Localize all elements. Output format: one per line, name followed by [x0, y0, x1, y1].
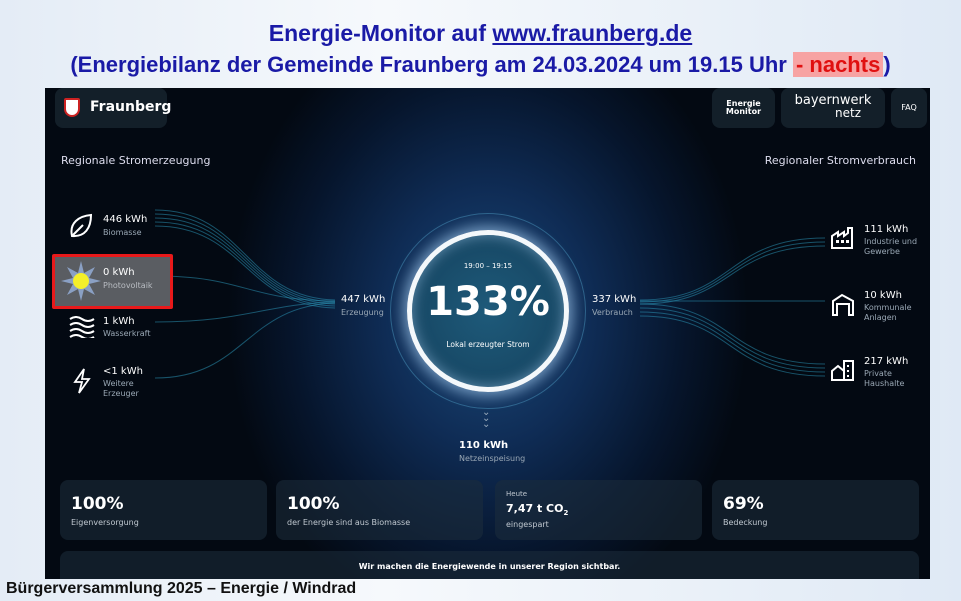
card-label: eingespart	[506, 520, 549, 529]
card-value: 100%	[71, 494, 124, 514]
local-percent: 133%	[426, 279, 550, 325]
bayernwerk-logo: netz	[835, 106, 861, 120]
card-label: der Energie sind aus Biomasse	[287, 518, 411, 527]
house-icon	[831, 360, 854, 381]
card-value: 69%	[723, 494, 764, 514]
generation-heading: Regionale Stromerzeugung	[61, 154, 211, 167]
website-link[interactable]: www.fraunberg.de	[492, 20, 693, 46]
generation-total-value: 447 kWh	[341, 294, 386, 305]
slide-footer: Bürgerversammlung 2025 – Energie / Windr…	[6, 580, 357, 597]
title-text: )	[883, 52, 891, 77]
item-label: Wasserkraft	[103, 329, 151, 338]
item-label: Kommunale	[864, 303, 912, 312]
consumption-total-value: 337 kWh	[592, 294, 637, 305]
banner-text: Wir machen die Energiewende in unserer R…	[358, 562, 621, 571]
bayernwerk-logo: bayernwerk	[794, 93, 872, 108]
energy-flow-lines	[154, 209, 826, 379]
self-supply-gauge: 19:00 – 19:15 133% Lokal erzeugter Strom	[407, 230, 569, 392]
item-value: 111 kWh	[864, 224, 909, 235]
nav-label: Monitor	[725, 107, 762, 116]
waves-icon	[69, 316, 95, 338]
title-text: (Energiebilanz der Gemeinde Fraunberg am…	[70, 52, 793, 77]
nachts-highlight: - nachts	[792, 52, 884, 77]
consumption-total-label: Verbrauch	[592, 308, 633, 317]
generation-total-label: Erzeugung	[341, 308, 384, 317]
item-label: Photovoltaik	[103, 281, 153, 290]
time-range: 19:00 – 19:15	[463, 262, 513, 270]
nav-label: Energie	[726, 99, 761, 108]
item-label: Industrie und	[864, 237, 918, 246]
chevrons-down-icon: ⌄ ⌄ ⌄	[482, 407, 491, 430]
hall-icon	[832, 293, 854, 316]
item-value: 217 kWh	[864, 356, 909, 367]
card-label: Eigenversorgung	[71, 518, 139, 527]
grid-feed-value: 110 kWh	[459, 440, 509, 451]
item-label: Weitere Erzeuger	[103, 379, 139, 398]
nav-energie-monitor[interactable]: Energie Monitor	[712, 88, 775, 128]
card-eigenversorgung: 100% Eigenversorgung	[60, 480, 267, 540]
local-percent-label: Lokal erzeugter Strom	[446, 340, 530, 349]
card-co2: Heute 7,47 t CO2 eingespart	[495, 480, 702, 540]
sun-icon	[61, 261, 101, 301]
brand-name: Fraunberg	[90, 99, 172, 115]
card-value-subscript: 2	[563, 509, 569, 518]
item-value: 0 kWh	[103, 267, 135, 278]
item-value: 10 kWh	[864, 290, 902, 301]
item-label: Private	[864, 369, 892, 378]
generation-item-photovoltaik-highlighted[interactable]: 0 kWh Photovoltaik	[52, 254, 173, 309]
banner: Wir machen die Energiewende in unserer R…	[60, 551, 919, 579]
item-value: <1 kWh	[103, 366, 143, 377]
factory-icon	[831, 227, 853, 249]
coat-of-arms-icon	[64, 98, 80, 117]
lightning-icon	[73, 368, 91, 394]
card-label: Bedeckung	[723, 518, 768, 527]
brand-home-link[interactable]: Fraunberg	[55, 88, 171, 128]
item-value: 446 kWh	[103, 214, 148, 225]
nav-faq[interactable]: FAQ	[891, 88, 927, 128]
item-label: Gewerbe	[864, 247, 900, 256]
nav-bayernwerk-netz[interactable]: bayernwerk netz	[781, 88, 885, 128]
slide-title-line1: Energie-Monitor auf www.fraunberg.de	[0, 20, 961, 47]
grid-feed-label: Netzeinspeisung	[459, 454, 526, 463]
item-label: Anlagen	[864, 313, 897, 322]
outer-ring	[390, 213, 586, 409]
card-biomasse: 100% der Energie sind aus Biomasse	[276, 480, 483, 540]
title-text: Energie-Monitor auf	[268, 20, 493, 46]
card-bedeckung: 69% Bedeckung	[712, 480, 919, 540]
slide-title-line2: (Energiebilanz der Gemeinde Fraunberg am…	[0, 52, 961, 78]
energy-monitor-screenshot: Fraunberg Energie Monitor bayernwerk netz …	[45, 88, 930, 579]
item-label: Biomasse	[103, 228, 142, 237]
item-value: 1 kWh	[103, 316, 135, 327]
card-caption: Heute	[506, 490, 528, 498]
card-value: 7,47 t CO	[506, 502, 564, 515]
card-value: 100%	[287, 494, 340, 514]
item-label: Haushalte	[864, 379, 905, 388]
consumption-heading: Regionaler Stromverbrauch	[764, 154, 916, 167]
leaf-icon	[70, 213, 93, 238]
